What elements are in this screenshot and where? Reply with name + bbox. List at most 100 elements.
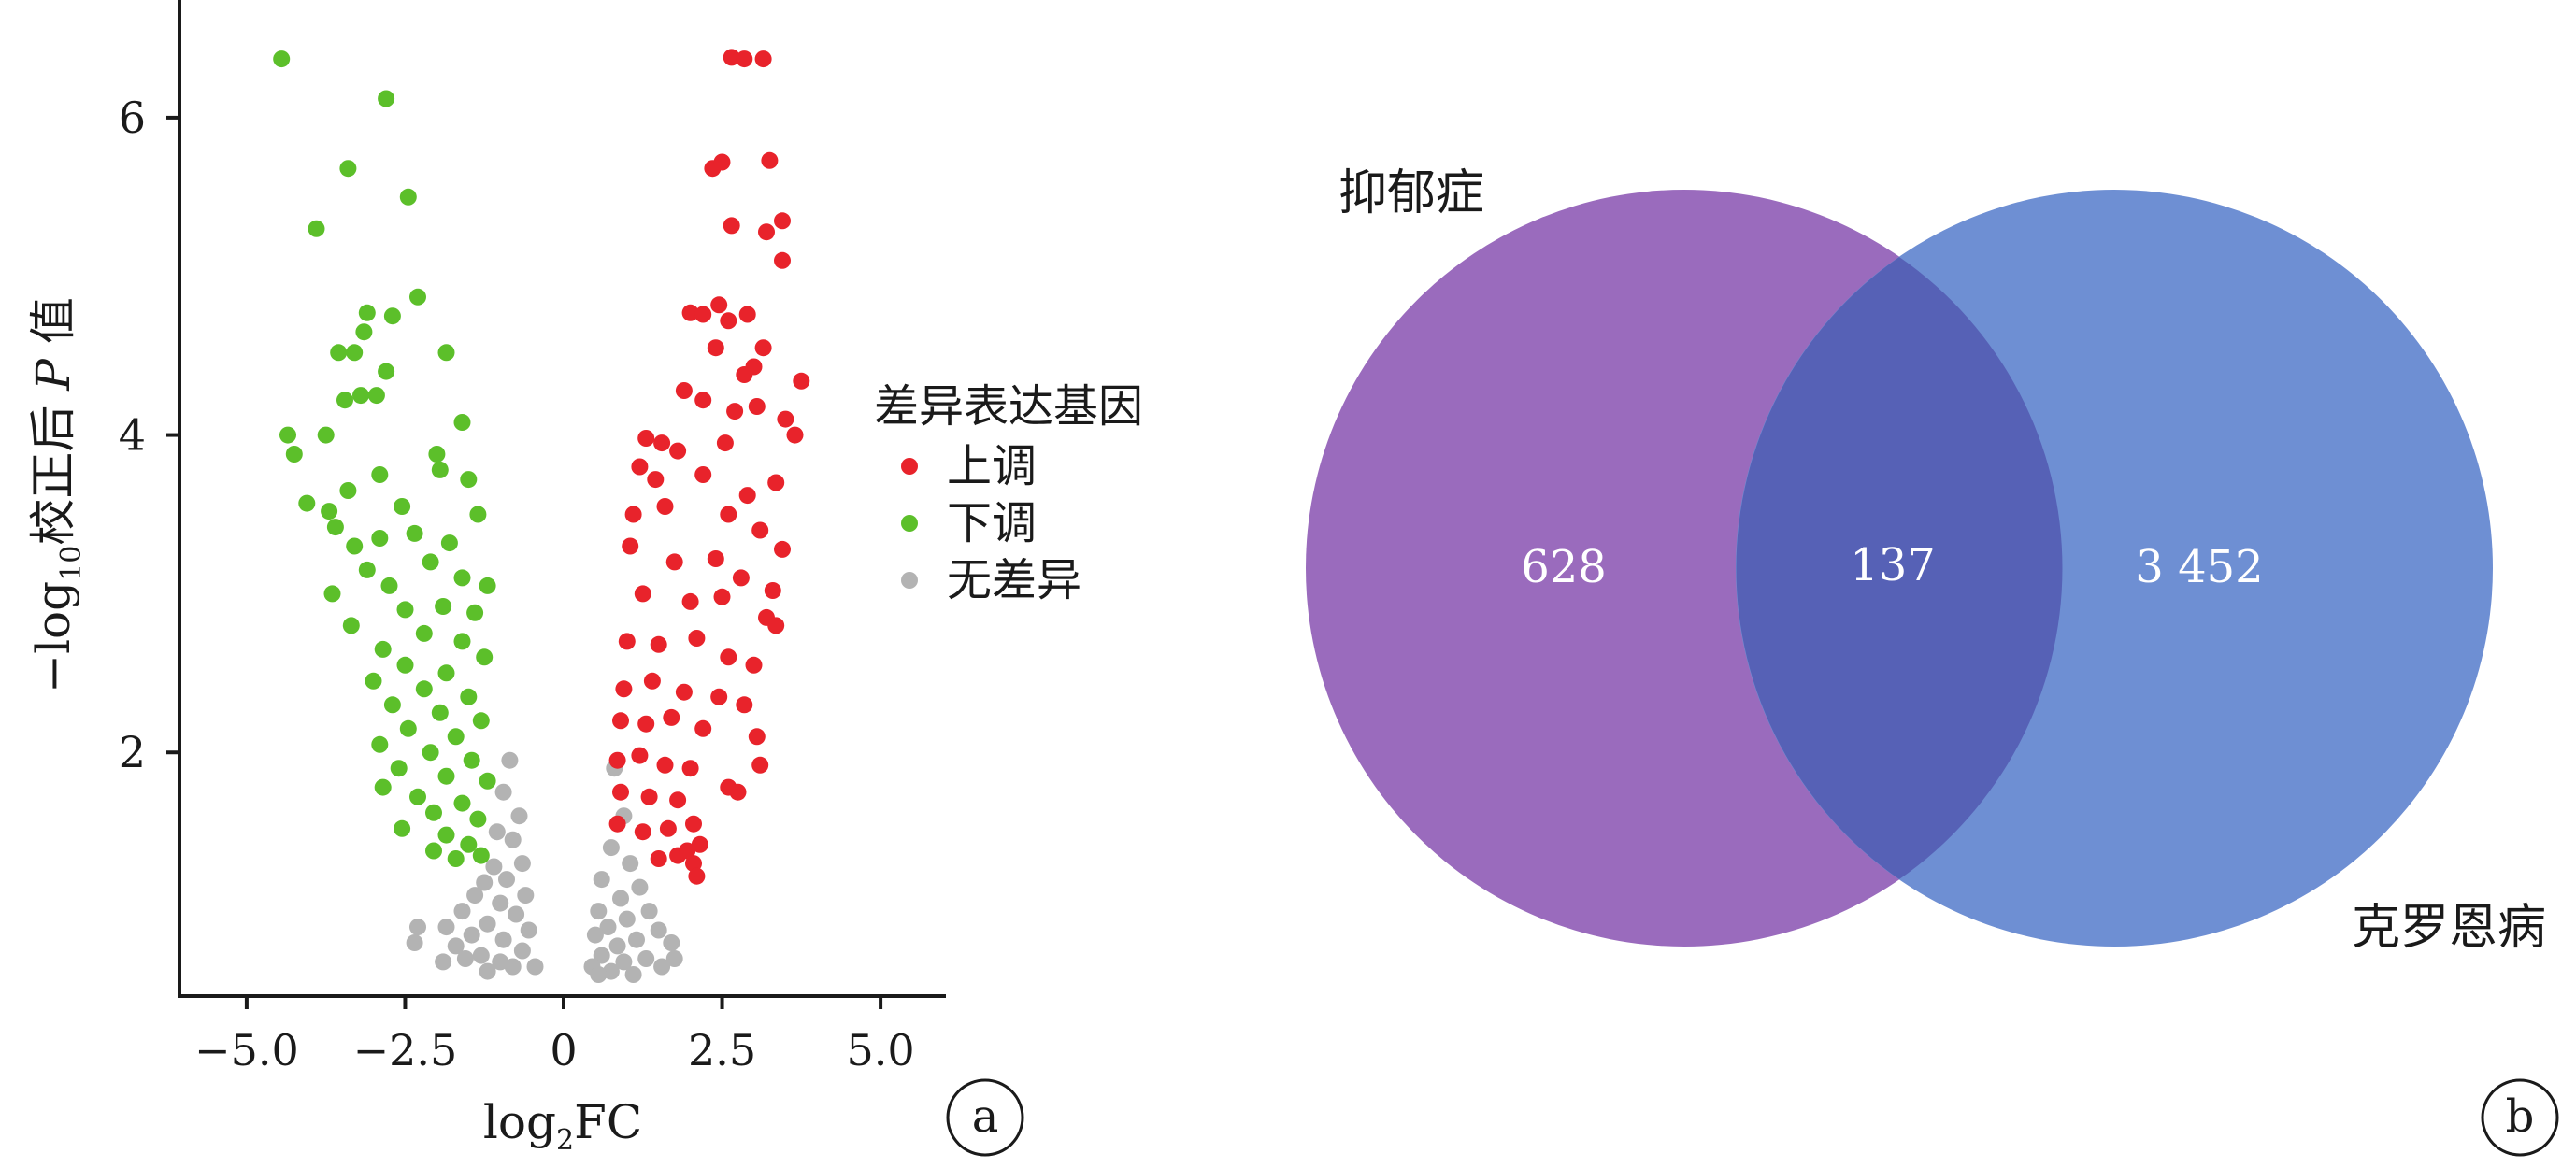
point-none-38 [640,903,658,920]
point-down-28 [469,506,487,523]
legend-title: 差异表达基因 [874,380,1143,433]
point-up-33 [738,487,756,505]
point-up-18 [745,358,763,376]
point-down-39 [323,585,341,603]
point-none-51 [602,962,620,980]
panel-badge-a-label: a [972,1090,999,1143]
point-none-54 [665,950,683,967]
point-none-53 [590,966,608,983]
point-up-82 [685,855,702,873]
x-axis-title: log2FC [483,1095,642,1157]
panel-badge-b-circle [2481,1078,2559,1157]
legend-label-up: 上调 [947,440,1037,492]
point-up-75 [608,815,626,833]
point-down-3 [399,188,417,206]
point-none-12 [453,903,471,920]
point-up-63 [694,719,712,737]
point-none-21 [406,934,423,951]
point-down-30 [371,530,389,547]
point-up-58 [710,688,728,705]
point-up-19 [793,372,810,390]
x-axis-ticks: −5.0 −2.5 0 2.5 5.0 [194,996,915,1075]
point-down-47 [476,648,494,666]
point-up-29 [786,426,804,444]
point-down-21 [431,461,449,478]
point-none-9 [517,887,535,904]
point-up-69 [751,756,769,774]
point-down-60 [463,751,480,769]
point-down-22 [371,466,389,483]
point-down-54 [431,704,449,721]
point-up-16 [754,339,772,357]
point-down-37 [380,577,398,594]
x-tick-label: 2.5 [688,1025,756,1075]
point-up-80 [650,850,667,867]
point-up-21 [694,392,712,409]
point-up-4 [713,153,731,171]
venn-label-depression: 抑郁症 [1338,165,1484,221]
point-down-29 [326,519,344,536]
point-down-10 [437,344,455,362]
point-down-17 [279,426,296,444]
point-none-43 [628,931,645,948]
point-none-32 [602,839,620,857]
point-none-2 [510,807,528,825]
point-up-22 [726,403,744,420]
point-up-45 [634,585,651,603]
point-up-79 [691,835,708,853]
point-none-52 [624,966,642,983]
point-up-78 [685,815,702,833]
point-down-69 [394,819,411,837]
point-down-32 [440,534,458,552]
point-none-29 [435,953,452,971]
point-down-36 [453,569,471,587]
point-up-27 [669,442,687,460]
legend-entry-up: 上调 [901,440,1037,492]
venn-count-crohns-only: 3 452 [2135,541,2263,593]
point-none-0 [501,751,519,769]
point-up-46 [681,592,699,610]
point-none-26 [504,958,522,976]
point-none-8 [476,874,494,891]
point-none-40 [599,919,617,936]
panel-badge-b-label: b [2506,1090,2535,1143]
y-axis-title: −log10校正后 P 值 [26,297,88,693]
point-up-66 [631,747,649,764]
point-none-7 [498,871,515,889]
point-none-33 [622,855,639,873]
point-none-47 [637,950,655,967]
legend-swatch-up [901,458,918,475]
point-up-68 [681,760,699,777]
point-none-42 [586,926,604,944]
point-down-49 [437,664,455,682]
point-down-31 [406,524,423,542]
legend-label-none: 无差异 [947,554,1081,606]
point-none-3 [488,823,506,841]
point-down-56 [399,719,417,737]
point-down-58 [371,735,389,753]
point-none-5 [513,855,531,873]
point-up-37 [720,506,737,523]
point-down-61 [390,760,408,777]
point-up-26 [653,434,671,452]
point-none-22 [513,942,531,960]
point-up-52 [688,630,706,647]
point-none-45 [663,934,680,951]
venn-count-depression-only: 628 [1521,541,1607,593]
point-none-14 [479,915,496,933]
point-up-64 [748,728,766,746]
point-none-11 [492,894,509,912]
point-down-45 [453,633,471,650]
point-down-25 [298,494,316,512]
point-down-74 [447,850,465,867]
legend-entry-down: 下调 [901,497,1037,549]
point-down-1 [378,90,395,107]
point-up-67 [656,756,674,774]
point-up-6 [723,217,740,235]
point-up-55 [615,680,633,698]
point-up-56 [643,672,661,690]
point-up-84 [679,842,696,860]
point-down-67 [425,804,442,821]
point-up-32 [694,466,712,483]
point-none-1 [494,783,512,801]
